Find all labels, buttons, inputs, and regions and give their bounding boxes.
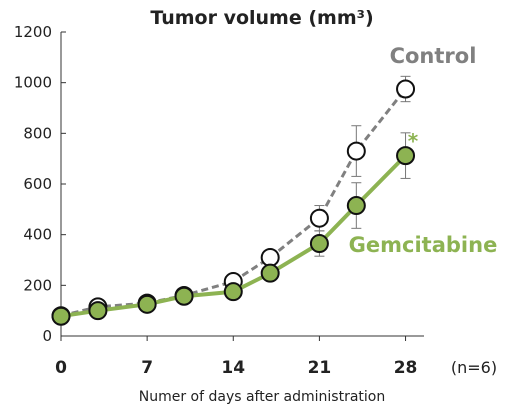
x-tick-label: 21 — [308, 358, 332, 378]
data-point-gemcitabine — [309, 234, 329, 254]
data-point-control — [346, 141, 366, 161]
legend-label-control: Control — [390, 44, 477, 68]
y-tick-label: 1000 — [14, 74, 52, 92]
x-tick-label: 28 — [394, 358, 418, 378]
y-tick-label: 600 — [23, 175, 52, 193]
data-point-gemcitabine — [396, 146, 416, 166]
data-point-gemcitabine — [260, 263, 280, 283]
data-point-gemcitabine — [137, 294, 157, 314]
axes: 0 200 400 600 800 1000 1200 0 7 14 21 28 — [14, 23, 424, 378]
data-point-gemcitabine — [51, 306, 71, 326]
series-layer — [51, 75, 416, 326]
y-tick-label: 0 — [42, 327, 52, 345]
data-point-control — [309, 208, 329, 228]
data-point-gemcitabine — [346, 196, 366, 216]
y-tick-label: 200 — [23, 276, 52, 294]
y-tick-label: 800 — [23, 124, 52, 142]
x-axis-title: Numer of days after administration — [139, 389, 386, 405]
data-point-gemcitabine — [174, 286, 194, 306]
x-tick-label: 14 — [221, 358, 245, 378]
data-point-gemcitabine — [223, 282, 243, 302]
x-tick-label: 7 — [141, 358, 153, 378]
series-gemcitabine — [51, 132, 416, 326]
y-tick-label: 1200 — [14, 23, 52, 41]
y-tick-label: 400 — [23, 226, 52, 244]
data-point-control — [260, 247, 280, 267]
data-point-control — [396, 79, 416, 99]
significance-marker: * — [408, 129, 419, 153]
sample-size-note: (n=6) — [451, 358, 497, 377]
legend-label-gemcitabine: Gemcitabine — [349, 233, 498, 257]
x-tick-label: 0 — [55, 358, 67, 378]
data-point-gemcitabine — [88, 301, 108, 321]
chart-title: Tumor volume (mm³) — [150, 7, 373, 29]
